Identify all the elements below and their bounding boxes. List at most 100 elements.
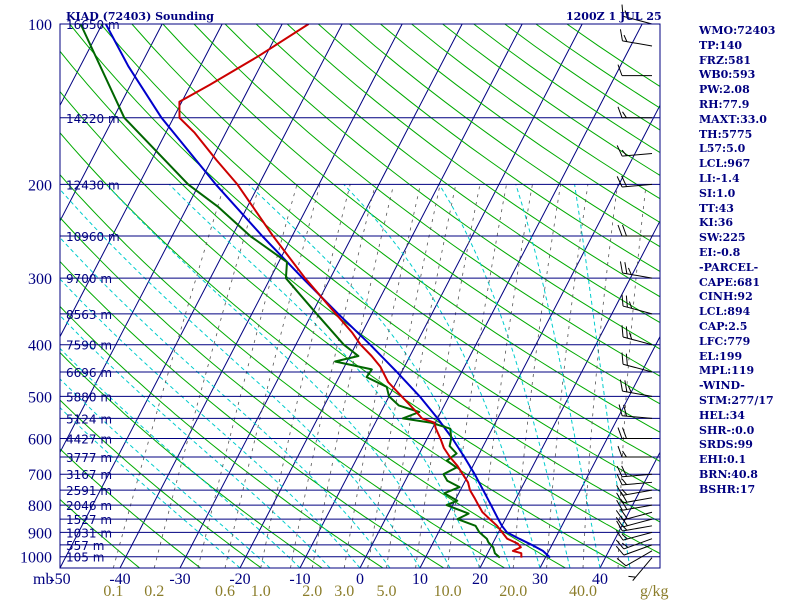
mixing-ratio-line <box>197 184 298 568</box>
dry-adiabat-line <box>60 448 201 568</box>
index-line: FRZ:581 <box>699 53 752 67</box>
wind-barb-staff <box>622 305 653 315</box>
height-label: 16650 m <box>66 18 120 32</box>
pressure-label: 100 <box>28 17 52 34</box>
wind-barb <box>616 484 653 496</box>
wind-barb <box>617 224 652 237</box>
index-line: TT:43 <box>699 201 734 215</box>
mixing-ratio-line <box>546 184 589 568</box>
wind-barb-feather <box>621 352 624 365</box>
wind-barb <box>616 175 653 188</box>
mixing-ratio-line <box>582 184 618 568</box>
wind-barb-feather <box>621 294 624 307</box>
sounding-time: 1200Z 1 JUL 25 <box>566 10 662 23</box>
wind-barb-feather <box>623 404 628 417</box>
dry-adiabat-line <box>100 24 660 463</box>
index-line: EL:199 <box>699 349 743 363</box>
wind-barb <box>619 261 653 279</box>
wind-barb-staff <box>622 511 653 521</box>
wind-barb <box>621 325 653 346</box>
mixing-ratio-line <box>386 184 457 568</box>
wind-barb <box>619 379 653 397</box>
wind-barb-staff <box>622 152 653 157</box>
index-line: HEL:34 <box>699 408 745 422</box>
wind-barb-feather <box>616 484 623 496</box>
wind-barb-staff <box>622 504 653 511</box>
index-line: LI:-1.4 <box>699 171 740 185</box>
isotherm-line <box>359 24 643 568</box>
wind-barb-feather <box>620 508 628 520</box>
height-label: 2046 m <box>66 499 112 513</box>
temperature-tick-label: 10 <box>412 571 428 588</box>
mixing-ratio-label: 1.0 <box>251 583 271 600</box>
wind-barb <box>617 106 652 119</box>
wind-barb-feather <box>627 385 632 393</box>
dry-adiabat-line <box>131 24 660 433</box>
wind-barb <box>615 544 653 556</box>
wind-barb-staff <box>622 525 653 532</box>
wind-barb-feather <box>628 575 636 578</box>
mixing-ratio-line <box>447 184 507 568</box>
isotherm-line <box>119 24 403 568</box>
wind-barb-feather <box>616 465 623 478</box>
index-line: SI:1.0 <box>699 186 736 200</box>
wind-barb-feather <box>617 427 623 439</box>
wind-barb-feather <box>621 478 627 485</box>
dry-adiabat-line <box>60 132 627 568</box>
height-label: 3167 m <box>66 468 112 482</box>
dry-adiabat-line <box>349 24 660 248</box>
height-label: 12430 m <box>66 178 120 192</box>
isotherm-line <box>539 335 660 568</box>
moist-adiabat-line <box>105 184 451 568</box>
wind-barb-feather <box>623 34 628 42</box>
mixing-ratio-line <box>260 184 351 568</box>
wind-barb-staff <box>622 183 653 188</box>
index-line: MPL:119 <box>699 364 755 378</box>
moist-adiabat-line <box>574 184 631 568</box>
mixing-ratio-line <box>367 184 441 568</box>
wind-barb <box>617 64 652 77</box>
wind-barb <box>616 465 653 478</box>
isotherm-line <box>60 24 163 223</box>
index-line: SHR-:0.0 <box>699 423 755 437</box>
index-line: MAXT:33.0 <box>699 112 767 126</box>
height-label: 105 m <box>66 551 104 565</box>
index-line: LCL:894 <box>699 305 751 319</box>
temperature-tick-label: 30 <box>532 571 548 588</box>
wind-barb-feather <box>621 4 624 17</box>
index-line: BSHR:17 <box>699 482 756 496</box>
mixing-ratio-line <box>415 184 481 568</box>
temperature-tick-label: -30 <box>169 571 190 588</box>
wind-barb-feather <box>616 145 623 157</box>
mixing-ratio-label: 0.2 <box>144 583 164 600</box>
height-label: 7590 m <box>66 339 112 353</box>
moist-adiabat-line <box>168 184 481 568</box>
wind-barb <box>619 29 653 47</box>
wind-barb-staff <box>622 40 653 47</box>
dry-adiabat-line <box>286 24 660 298</box>
dry-adiabat-line <box>60 498 140 568</box>
isotherm-line <box>239 24 523 568</box>
dewpoint-trace <box>79 24 501 559</box>
wind-barb-staff <box>622 481 653 486</box>
sounding-indices-panel: WMO:72403 TP:140 FRZ:581 WB0:593 PW:2.08 RH:7… <box>699 24 799 498</box>
wind-barb-feather <box>625 353 628 366</box>
wind-barb-feather <box>622 111 627 119</box>
plot-frame <box>59 23 661 569</box>
temperature-tick-label: 0 <box>356 571 364 588</box>
wind-barb-feather <box>621 489 628 495</box>
index-line: CAPE:681 <box>699 275 760 289</box>
dry-adiabat-line <box>193 24 660 377</box>
mixing-ratio-line <box>224 184 321 568</box>
wind-barb-staff <box>622 363 653 373</box>
wind-barb-feather <box>628 301 633 309</box>
mixing-ratio-label: 0.1 <box>103 583 123 600</box>
wind-barb <box>628 557 653 581</box>
index-line: SW:225 <box>699 231 746 245</box>
wind-barb-feather <box>615 539 625 550</box>
index-line: EHI:0.1 <box>699 453 747 467</box>
wind-barb-feather <box>628 332 633 340</box>
index-line: LCL:967 <box>699 157 751 171</box>
height-label: 5124 m <box>66 412 112 426</box>
